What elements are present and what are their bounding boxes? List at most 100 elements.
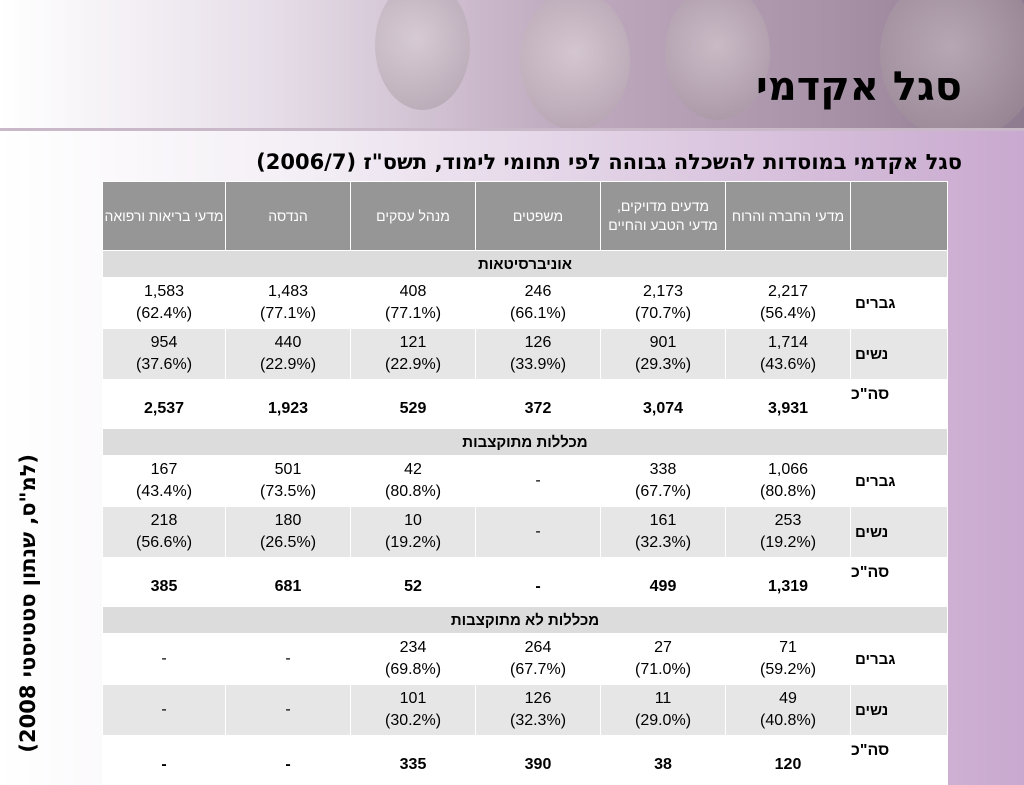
cell-percent: (32.3%): [509, 712, 567, 729]
cell-value: 126: [524, 334, 552, 351]
cell-value: 1,583: [143, 283, 185, 300]
row-label: נשים: [850, 684, 948, 736]
data-cell: 954 (37.6%): [102, 328, 226, 380]
total-row: סה"כ 120 38 390 335- -: [102, 735, 948, 785]
row-label: גברים: [850, 633, 948, 685]
source-note: (למ"ס, שנתון סטטיסטי 2008): [8, 448, 48, 758]
total-label: סה"כ: [850, 557, 948, 607]
cell-value: 126: [524, 690, 552, 707]
cell-value: 440: [274, 334, 302, 351]
cell-percent: (77.1%): [384, 305, 442, 322]
header-row: מדעי החברה והרוח מדעים מדויקים, מדעי הטב…: [102, 181, 948, 251]
page-title: סגל אקדמי: [756, 64, 962, 110]
photo-face-1: [375, 0, 470, 110]
total-row: סה"כ 1,319 499-52 681 385: [102, 557, 948, 607]
cell-value: -: [535, 523, 541, 540]
cell-percent: (70.7%): [634, 305, 692, 322]
cell-value: 218: [150, 512, 178, 529]
data-cell: -: [475, 506, 601, 558]
cell-percent: (67.7%): [509, 661, 567, 678]
academic-staff-table: מדעי החברה והרוח מדעים מדויקים, מדעי הטב…: [102, 181, 948, 785]
cell-value: 2,173: [642, 283, 684, 300]
table-row: גברים 71 (59.2%) 27 (71.0%) 264 (67.7%) 234 (69.…: [102, 633, 948, 685]
cell-percent: (33.9%): [509, 356, 567, 373]
cell-percent: (56.4%): [759, 305, 817, 322]
data-cell: 121 (22.9%): [350, 328, 476, 380]
cell-value: 264: [524, 639, 552, 656]
data-cell: 126 (32.3%): [475, 684, 601, 736]
data-cell: 71 (59.2%): [725, 633, 851, 685]
cell-value: 954: [150, 334, 178, 351]
cell-value: -: [161, 650, 167, 667]
total-cell: 1,923: [225, 379, 351, 429]
cell-percent: (29.0%): [634, 712, 692, 729]
cell-value: 234: [399, 639, 427, 656]
cell-value: 167: [150, 461, 178, 478]
cell-value: 27: [654, 639, 672, 656]
data-cell: 1,714 (43.6%): [725, 328, 851, 380]
photo-face-2: [520, 0, 630, 128]
cell-value: 2,217: [767, 283, 809, 300]
cell-percent: (22.9%): [384, 356, 442, 373]
section-title: מכללות לא מתוקצבות: [102, 606, 948, 634]
cell-value: 101: [399, 690, 427, 707]
cell-value: 121: [399, 334, 427, 351]
total-cell: 681: [225, 557, 351, 607]
cell-percent: (43.6%): [759, 356, 817, 373]
cell-value: 71: [779, 639, 797, 656]
total-cell: 3,074: [600, 379, 726, 429]
cell-percent: (19.2%): [759, 534, 817, 551]
row-label: גברים: [850, 277, 948, 329]
data-cell: -: [102, 684, 226, 736]
total-cell: 499: [600, 557, 726, 607]
cell-percent: (77.1%): [259, 305, 317, 322]
cell-value: 408: [399, 283, 427, 300]
cell-percent: (43.4%): [135, 483, 193, 500]
column-header: הנדסה: [225, 181, 351, 251]
data-cell: 440 (22.9%): [225, 328, 351, 380]
section-title: אוניברסיטאות: [102, 250, 948, 278]
column-header: מדעי בריאות ורפואה: [102, 181, 226, 251]
cell-value: -: [285, 701, 291, 718]
cell-value: -: [161, 701, 167, 718]
section-row: מכללות לא מתוקצבות: [102, 606, 948, 634]
photo-face-4: [880, 0, 1024, 128]
cell-value: -: [535, 472, 541, 489]
data-cell: 234 (69.8%): [350, 633, 476, 685]
column-header: מדעי החברה והרוח: [725, 181, 851, 251]
data-cell: 27 (71.0%): [600, 633, 726, 685]
cell-value: 180: [274, 512, 302, 529]
column-header: משפטים: [475, 181, 601, 251]
data-cell: 2,217 (56.4%): [725, 277, 851, 329]
table-row: נשים 253 (19.2%) 161 (32.3%) - 10 (19.2%) 180 (26…: [102, 506, 948, 558]
total-cell: -: [102, 735, 226, 785]
row-label: נשים: [850, 328, 948, 380]
cell-value: 1,483: [267, 283, 309, 300]
total-cell: 3,931: [725, 379, 851, 429]
cell-percent: (66.1%): [509, 305, 567, 322]
cell-value: 246: [524, 283, 552, 300]
data-cell: 501 (73.5%): [225, 455, 351, 507]
data-cell: 246 (66.1%): [475, 277, 601, 329]
cell-value: 10: [404, 512, 422, 529]
data-cell: 253 (19.2%): [725, 506, 851, 558]
section-row: מכללות מתוקצבות: [102, 428, 948, 456]
data-cell: 11 (29.0%): [600, 684, 726, 736]
data-cell: 1,483 (77.1%): [225, 277, 351, 329]
section-title: מכללות מתוקצבות: [102, 428, 948, 456]
data-cell: -: [225, 633, 351, 685]
row-label: נשים: [850, 506, 948, 558]
data-cell: 180 (26.5%): [225, 506, 351, 558]
cell-percent: (26.5%): [259, 534, 317, 551]
data-cell: 338 (67.7%): [600, 455, 726, 507]
data-cell: -: [475, 455, 601, 507]
data-cell: 408 (77.1%): [350, 277, 476, 329]
data-cell: 218 (56.6%): [102, 506, 226, 558]
data-cell: 264 (67.7%): [475, 633, 601, 685]
total-cell: 390: [475, 735, 601, 785]
cell-percent: (59.2%): [759, 661, 817, 678]
cell-percent: (80.8%): [759, 483, 817, 500]
data-cell: -: [102, 633, 226, 685]
table-row: נשים 1,714 (43.6%) 901 (29.3%) 126 (33.9%) 121 (…: [102, 328, 948, 380]
table-row: גברים 1,066 (80.8%) 338 (67.7%) - 42 (80.8%) 501…: [102, 455, 948, 507]
